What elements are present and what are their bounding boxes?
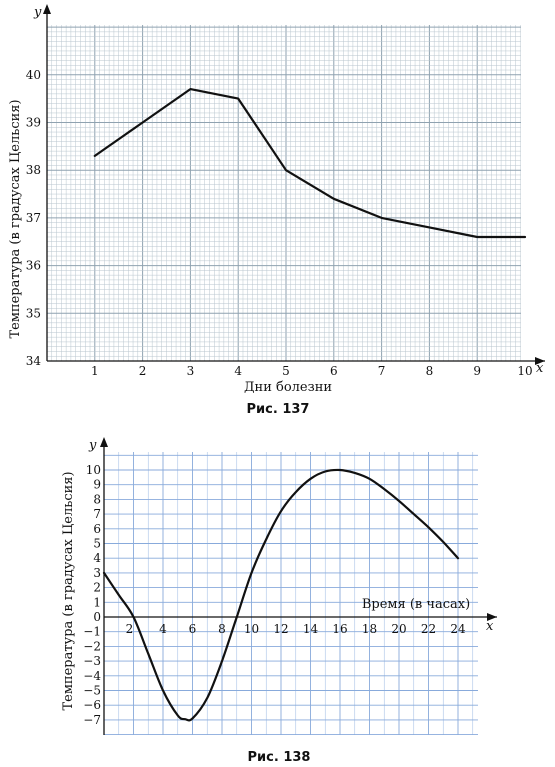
chart2-x-tick-label: 4: [159, 622, 167, 636]
chart1-axes: [43, 4, 545, 365]
chart2-y-tick-label: −6: [83, 698, 101, 712]
chart2-y-tick-label: 9: [93, 478, 101, 492]
chart2-x-label: Время (в часах): [362, 597, 470, 612]
chart1-y-label: Температура (в градусах Цельсия): [8, 99, 23, 338]
chart2-x-tick-label: 24: [450, 622, 466, 636]
chart2-y-tick-label: 5: [93, 537, 101, 551]
chart2-caption: Рис. 138: [248, 750, 311, 765]
chart1-x-tick-label: 5: [282, 364, 290, 378]
chart2-y-tick-label: 1: [93, 595, 101, 609]
chart2-x-tick-label: 6: [189, 622, 197, 636]
chart1-y-tick-label: 37: [26, 211, 41, 225]
chart2-y-tick-label: 7: [93, 507, 101, 521]
chart1-x-tick-label: 8: [426, 364, 434, 378]
chart2-axes: [100, 437, 497, 735]
chart2-series: [102, 468, 460, 722]
chart2-grid: [103, 452, 478, 736]
chart1-x-tick-label: 2: [139, 364, 147, 378]
chart-temperature-by-hours: 2 4 6 8 10 12 14 16 18 20 22 24 −7−6−5−4−3−2−101234…: [61, 437, 497, 765]
chart2-x-tick-label: 10: [244, 622, 259, 636]
chart2-x-tick-label: 8: [218, 622, 226, 636]
chart1-y-ticks: 34 35 36 37 38 39 40: [26, 68, 42, 368]
chart1-x-tick-label: 7: [378, 364, 386, 378]
chart1-x-label: Дни болезни: [244, 380, 332, 395]
chart1-y-tick-label: 36: [26, 259, 41, 273]
chart2-line: [102, 468, 460, 722]
chart1-x-tick-label: 6: [330, 364, 338, 378]
chart2-x-tick-label: 18: [362, 622, 377, 636]
chart2-x-tick-label: 22: [421, 622, 436, 636]
chart1-x-ticks: 1 2 3 4 5 6 7 8 9 10: [91, 364, 533, 378]
chart1-x-var: x: [536, 361, 544, 376]
chart1-series: [93, 87, 527, 239]
chart2-x-tick-label: 14: [303, 622, 319, 636]
chart2-x-ticks: 2 4 6 8 10 12 14 16 18 20 22 24: [126, 622, 466, 636]
chart2-y-tick-label: 3: [93, 566, 101, 580]
chart2-x-tick-label: 20: [391, 622, 406, 636]
chart2-y-tick-label: 10: [86, 463, 101, 477]
chart1-y-var: y: [33, 5, 42, 20]
chart2-y-tick-label: −5: [83, 684, 101, 698]
chart2-y-tick-label: 2: [93, 581, 101, 595]
chart1-grid: [46, 25, 521, 362]
chart1-y-arrow: [43, 4, 51, 14]
chart1-x-tick-label: 1: [91, 364, 99, 378]
chart2-y-tick-label: −2: [83, 639, 101, 653]
chart2-y-label: Температура (в градусах Цельсия): [61, 471, 76, 710]
chart1-x-arrow: [535, 357, 545, 365]
chart2-y-tick-label: 6: [93, 522, 101, 536]
chart1-y-tick-label: 34: [26, 354, 42, 368]
chart1-x-tick-label: 3: [187, 364, 195, 378]
chart2-x-tick-label: 2: [126, 622, 134, 636]
chart2-y-tick-label: −4: [83, 669, 101, 683]
chart1-x-tick-label: 10: [517, 364, 532, 378]
chart2-x-arrow: [487, 613, 497, 621]
chart1-x-tick-label: 9: [473, 364, 481, 378]
chart2-y-var: y: [88, 438, 97, 453]
chart1-y-tick-label: 38: [26, 163, 41, 177]
chart2-x-tick-label: 12: [273, 622, 288, 636]
chart1-y-tick-label: 40: [26, 68, 41, 82]
chart2-y-tick-label: −3: [83, 654, 101, 668]
chart2-y-arrow: [100, 437, 108, 447]
chart1-y-tick-label: 35: [26, 306, 41, 320]
chart2-y-tick-label: −1: [83, 625, 101, 639]
chart2-y-tick-label: 0: [93, 610, 101, 624]
chart1-x-tick-label: 4: [234, 364, 242, 378]
chart2-y-tick-label: 8: [93, 492, 101, 506]
chart2-x-tick-label: 16: [332, 622, 347, 636]
chart1-line: [93, 87, 527, 239]
chart1-caption: Рис. 137: [247, 402, 310, 417]
chart2-x-var: x: [486, 619, 494, 634]
chart1-y-tick-label: 39: [26, 116, 41, 130]
chart2-y-tick-label: 4: [93, 551, 101, 565]
chart2-y-tick-label: −7: [83, 713, 101, 727]
